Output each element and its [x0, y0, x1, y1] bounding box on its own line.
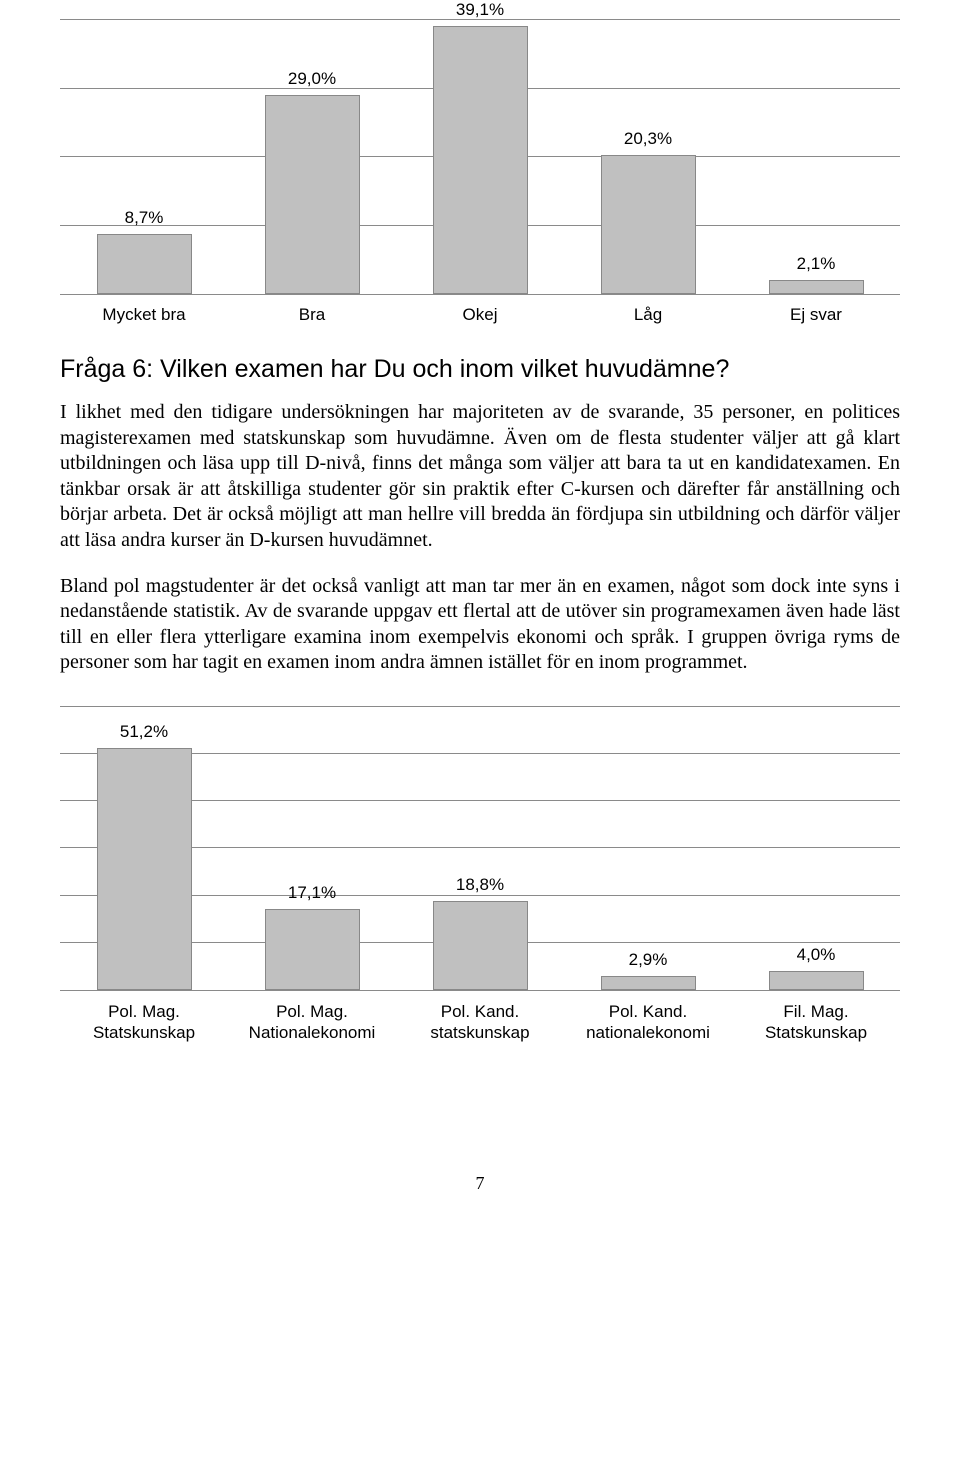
- chart1-x-label: Bra: [228, 305, 396, 325]
- chart2-x-label: Pol. Kand.nationalekonomi: [564, 1001, 732, 1044]
- chart2-bar-value: 2,9%: [564, 950, 732, 970]
- chart2-x-label: Fil. Mag.Statskunskap: [732, 1001, 900, 1044]
- page-number: 7: [60, 1173, 900, 1194]
- chart1-bar-value: 20,3%: [564, 129, 732, 149]
- document-page: 8,7%29,0%39,1%20,3%2,1% Mycket braBraOke…: [0, 0, 960, 1234]
- chart2-bars-container: 51,2% 17,1%18,8% 2,9%4,0%: [60, 707, 900, 990]
- chart1-bar-value: 39,1%: [396, 0, 564, 20]
- chart1-bar-value: 29,0%: [228, 69, 396, 89]
- chart1-plot-area: 8,7% 29,0%39,1%20,3% 2,1%: [60, 20, 900, 295]
- chart2-bar: [769, 971, 864, 990]
- chart1: 8,7% 29,0%39,1%20,3% 2,1% Mycket braBraOke…: [60, 20, 900, 325]
- chart1-bar: [769, 280, 864, 294]
- chart2-bar-column: 18,8%: [396, 707, 564, 990]
- chart1-x-label: Mycket bra: [60, 305, 228, 325]
- chart2-bar: [601, 976, 696, 990]
- chart1-bar-column: 29,0%: [228, 20, 396, 294]
- chart2-bar: [433, 901, 528, 990]
- chart2-bar-column: 17,1%: [228, 707, 396, 990]
- paragraph-2: Bland pol magstudenter är det också vanl…: [60, 574, 900, 676]
- chart1-bars-container: 8,7% 29,0%39,1%20,3% 2,1%: [60, 20, 900, 294]
- chart1-x-label: Okej: [396, 305, 564, 325]
- chart2-x-label: Pol. Mag.Statskunskap: [60, 1001, 228, 1044]
- chart2-x-label: Pol. Kand.statskunskap: [396, 1001, 564, 1044]
- chart1-bar: [97, 234, 192, 294]
- chart1-bar-column: 8,7%: [60, 20, 228, 294]
- chart2-bar-column: 4,0%: [732, 707, 900, 990]
- chart1-x-labels: Mycket braBraOkejLågEj svar: [60, 305, 900, 325]
- chart1-bar-value: 2,1%: [732, 254, 900, 274]
- chart1-x-label: Ej svar: [732, 305, 900, 325]
- chart1-bar: [601, 155, 696, 294]
- chart2-bar: [97, 748, 192, 989]
- chart2-x-labels: Pol. Mag.StatskunskapPol. Mag.Nationalek…: [60, 1001, 900, 1044]
- chart1-bar-column: 39,1%: [396, 20, 564, 294]
- chart2-bar-column: 51,2%: [60, 707, 228, 990]
- chart2: 51,2% 17,1%18,8% 2,9%4,0% Pol. Mag.Statsku…: [60, 706, 900, 1044]
- chart2-plot-area: 51,2% 17,1%18,8% 2,9%4,0%: [60, 706, 900, 991]
- body-text: I likhet med den tidigare undersökningen…: [60, 400, 900, 676]
- chart2-bar-column: 2,9%: [564, 707, 732, 990]
- chart2-x-label: Pol. Mag.Nationalekonomi: [228, 1001, 396, 1044]
- chart1-bar-column: 2,1%: [732, 20, 900, 294]
- chart1-bar-value: 8,7%: [60, 208, 228, 228]
- chart2-bar-value: 4,0%: [732, 945, 900, 965]
- chart2-bar-value: 51,2%: [60, 722, 228, 742]
- chart2-bar-value: 18,8%: [396, 875, 564, 895]
- chart1-bar: [433, 26, 528, 294]
- paragraph-1: I likhet med den tidigare undersökningen…: [60, 400, 900, 554]
- chart1-bar: [265, 95, 360, 294]
- chart2-bar-value: 17,1%: [228, 883, 396, 903]
- question-heading: Fråga 6: Vilken examen har Du och inom v…: [60, 355, 900, 384]
- chart1-x-label: Låg: [564, 305, 732, 325]
- chart1-bar-column: 20,3%: [564, 20, 732, 294]
- chart2-bar: [265, 909, 360, 990]
